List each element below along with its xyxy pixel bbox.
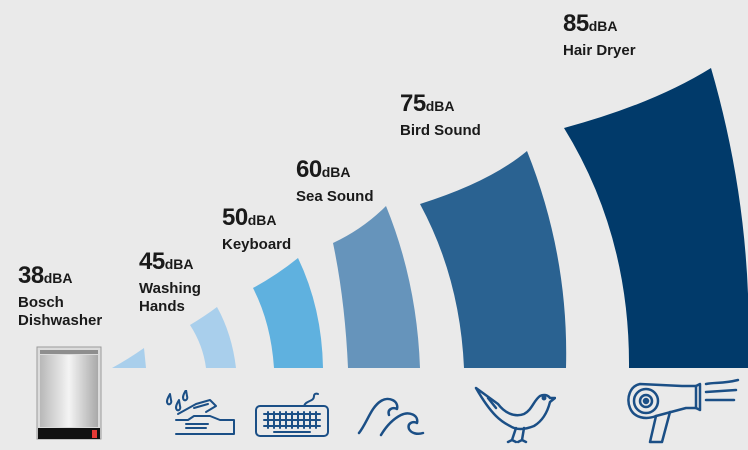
level-unit: dBA — [43, 270, 73, 286]
level-name: Washing Hands — [139, 280, 201, 315]
waves-icon — [357, 397, 425, 437]
level-name: Bosch Dishwasher — [18, 294, 103, 329]
washing-hands-icon — [165, 390, 235, 435]
level-label-bird-sound: 75dBA Bird Sound — [400, 92, 481, 140]
level-label-hair-dryer: 85dBA Hair Dryer — [563, 12, 636, 60]
level-value: 75 — [400, 90, 426, 117]
level-label-washing-hands: 45dBA Washing Hands — [139, 250, 201, 316]
level-label-keyboard: 50dBA Keyboard — [222, 206, 291, 254]
dishwasher-icon — [36, 346, 102, 440]
arc-keyboard — [190, 307, 236, 368]
level-name: Sea Sound — [296, 188, 374, 205]
bird-icon — [474, 386, 556, 444]
level-value: 50 — [222, 204, 248, 231]
level-value: 45 — [139, 248, 165, 275]
level-unit: dBA — [588, 18, 618, 34]
keyboard-icon — [255, 392, 329, 437]
arc-hair-dryer — [564, 68, 748, 368]
arc-sea-sound — [253, 258, 323, 368]
level-value: 85 — [563, 10, 589, 37]
level-label-dishwasher: 38dBA Bosch Dishwasher — [18, 264, 102, 330]
arc-bird-sound — [333, 206, 420, 368]
level-unit: dBA — [321, 164, 351, 180]
level-unit: dBA — [247, 212, 277, 228]
arc-hair-dryer-small — [420, 151, 567, 368]
level-value: 60 — [296, 156, 322, 183]
level-label-sea-sound: 60dBA Sea Sound — [296, 158, 374, 206]
level-unit: dBA — [425, 98, 455, 114]
level-unit: dBA — [164, 256, 194, 272]
level-name: Keyboard — [222, 236, 292, 253]
level-value: 38 — [18, 262, 44, 289]
hair-dryer-icon — [627, 378, 740, 444]
level-name: Hair Dryer — [563, 42, 636, 59]
level-name: Bird Sound — [400, 122, 481, 139]
arc-washing-hands — [112, 348, 146, 368]
